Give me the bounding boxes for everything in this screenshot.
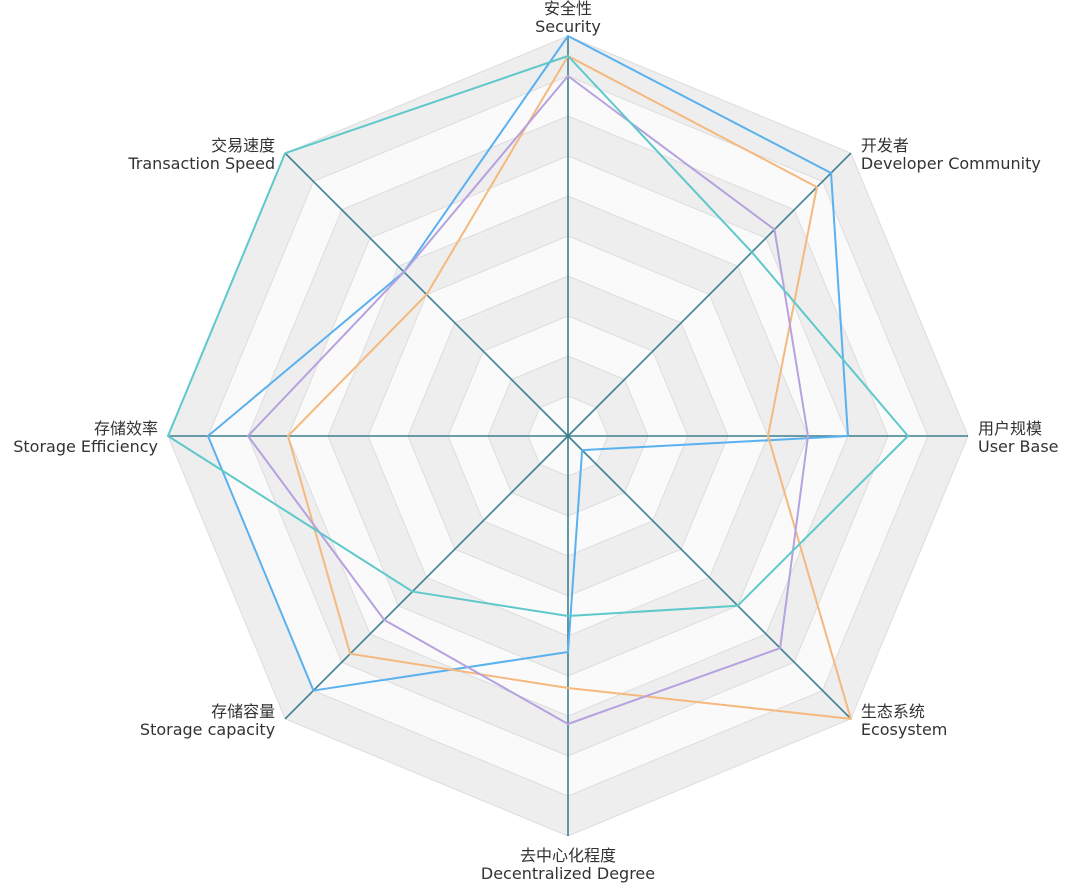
axis-label-zh: 去中心化程度 <box>520 846 616 865</box>
axis-label-en: Decentralized Degree <box>481 864 655 883</box>
axis-line-ecosystem <box>567 435 852 720</box>
series-line-4 <box>167 55 909 617</box>
axis-label-en: Developer Community <box>861 154 1041 173</box>
radar-axis-labels: 安全性 Security 开发者 Developer Community 用户规模 Use… <box>13 0 1058 883</box>
axis-label-en: Storage Efficiency <box>13 437 158 456</box>
axis-label-transaction-speed: 交易速度 Transaction Speed <box>127 136 275 173</box>
axis-label-en: Ecosystem <box>861 720 948 739</box>
axis-label-zh: 存储容量 <box>211 702 275 721</box>
axis-label-zh: 用户规模 <box>978 419 1042 438</box>
axis-label-user-base: 用户规模 User Base <box>978 419 1059 456</box>
axis-label-en: Storage capacity <box>140 720 275 739</box>
radar-axis-lines <box>168 36 968 836</box>
axis-label-zh: 交易速度 <box>211 136 275 155</box>
radar-series-group <box>167 35 909 725</box>
axis-label-zh: 存储效率 <box>94 419 158 438</box>
axis-line-developer-community <box>567 152 852 437</box>
series-line-2 <box>287 55 852 720</box>
axis-label-ecosystem: 生态系统 Ecosystem <box>861 702 948 739</box>
axis-label-zh: 安全性 <box>544 0 592 18</box>
series-line-1 <box>207 35 849 692</box>
axis-label-developer-community: 开发者 Developer Community <box>861 136 1041 173</box>
axis-line-storage-capacity <box>284 435 569 720</box>
axis-label-security: 安全性 Security <box>535 0 601 36</box>
axis-label-storage-capacity: 存储容量 Storage capacity <box>140 702 275 739</box>
series-line-3 <box>247 75 809 725</box>
axis-label-storage-efficiency: 存储效率 Storage Efficiency <box>13 419 158 456</box>
axis-label-en: User Base <box>978 437 1059 456</box>
axis-label-en: Transaction Speed <box>127 154 275 173</box>
axis-label-zh: 开发者 <box>861 136 909 155</box>
axis-label-decentralized-degree: 去中心化程度 Decentralized Degree <box>481 846 655 883</box>
axis-label-zh: 生态系统 <box>861 702 925 721</box>
axis-label-en: Security <box>535 17 601 36</box>
